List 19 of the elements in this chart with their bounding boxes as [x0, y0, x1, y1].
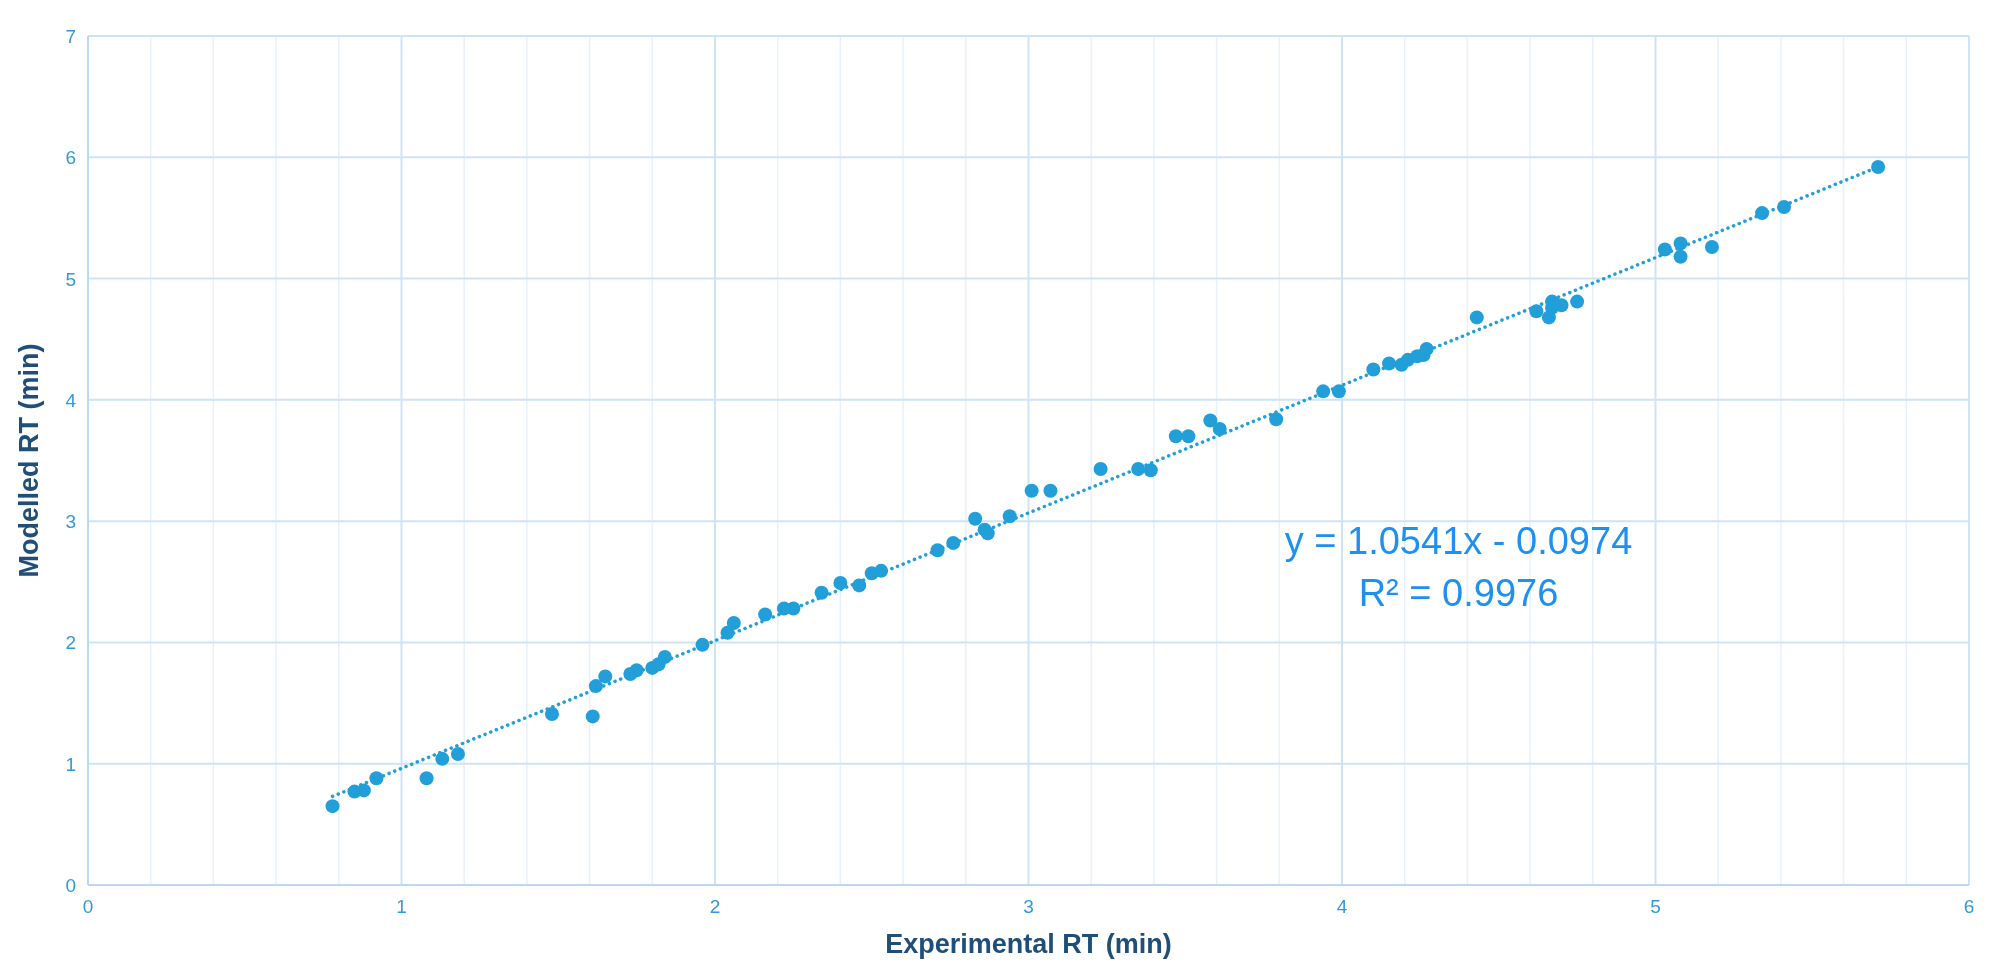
annotation: R² = 0.9976: [1358, 571, 1559, 614]
x-tick-label: 0: [82, 896, 94, 917]
x-tick-label: 5: [1650, 896, 1661, 917]
annotation: y = 1.0541x - 0.0974: [1284, 519, 1633, 562]
x-tick-label: 1: [396, 896, 407, 917]
y-tick-label: 0: [65, 875, 76, 896]
x-tick-label: 2: [709, 896, 721, 917]
y-tick-label: 7: [65, 26, 76, 47]
x-axis-title: Experimental RT (min): [885, 929, 1172, 959]
x-tick-label: 6: [1963, 896, 1975, 917]
x-tick-label: 3: [1023, 896, 1034, 917]
x-tick-label: 4: [1336, 896, 1348, 917]
y-tick-label: 5: [65, 268, 76, 290]
y-tick-label: 6: [65, 147, 76, 169]
y-tick-label: 3: [65, 511, 76, 533]
y-tick-label: 4: [65, 389, 77, 411]
y-axis-title: Modelled RT (min): [14, 343, 44, 578]
y-tick-label: 1: [65, 753, 76, 775]
y-tick-label: 2: [65, 632, 76, 654]
